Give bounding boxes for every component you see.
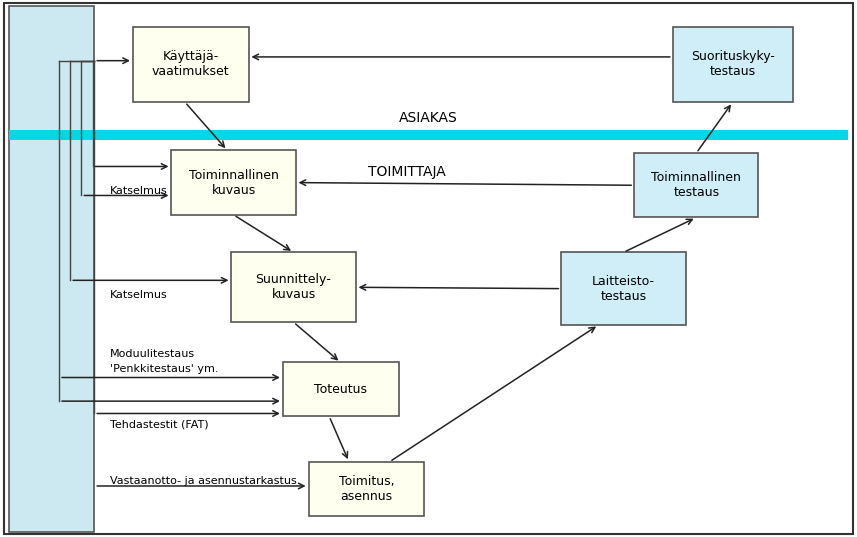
FancyBboxPatch shape [634, 153, 758, 217]
FancyBboxPatch shape [309, 462, 424, 516]
FancyBboxPatch shape [133, 27, 249, 102]
Text: Moduulitestaus: Moduulitestaus [110, 350, 195, 359]
FancyBboxPatch shape [231, 252, 356, 322]
FancyBboxPatch shape [4, 3, 853, 534]
Text: 'Penkkitestaus' ym.: 'Penkkitestaus' ym. [110, 365, 219, 374]
Text: Laitteisto-
testaus: Laitteisto- testaus [592, 274, 655, 303]
Text: Toiminnallinen
testaus: Toiminnallinen testaus [651, 171, 741, 199]
Text: Katselmus: Katselmus [110, 291, 167, 300]
FancyBboxPatch shape [283, 362, 399, 416]
FancyBboxPatch shape [171, 150, 296, 215]
FancyBboxPatch shape [561, 252, 686, 325]
Text: Toimitus,
asennus: Toimitus, asennus [339, 475, 394, 503]
Text: Toteutus: Toteutus [315, 383, 367, 396]
Text: Käyttäjä-
vaatimukset: Käyttäjä- vaatimukset [152, 50, 230, 78]
Text: ASIAKAS: ASIAKAS [399, 111, 458, 125]
Text: Vastaanotto- ja asennustarkastus: Vastaanotto- ja asennustarkastus [110, 476, 297, 485]
FancyBboxPatch shape [673, 27, 793, 102]
Text: Suunnittelу-
kuvaus: Suunnittelу- kuvaus [255, 273, 332, 301]
Text: Suorituskyky-
testaus: Suorituskyky- testaus [691, 50, 775, 78]
Text: Katselmus: Katselmus [110, 186, 167, 195]
FancyBboxPatch shape [9, 130, 848, 140]
Text: Tehdastestit (FAT): Tehdastestit (FAT) [110, 419, 208, 429]
FancyBboxPatch shape [9, 6, 94, 532]
Text: Toiminnallinen
kuvaus: Toiminnallinen kuvaus [189, 169, 279, 197]
Text: TOIMITTAJA: TOIMITTAJA [369, 165, 446, 179]
